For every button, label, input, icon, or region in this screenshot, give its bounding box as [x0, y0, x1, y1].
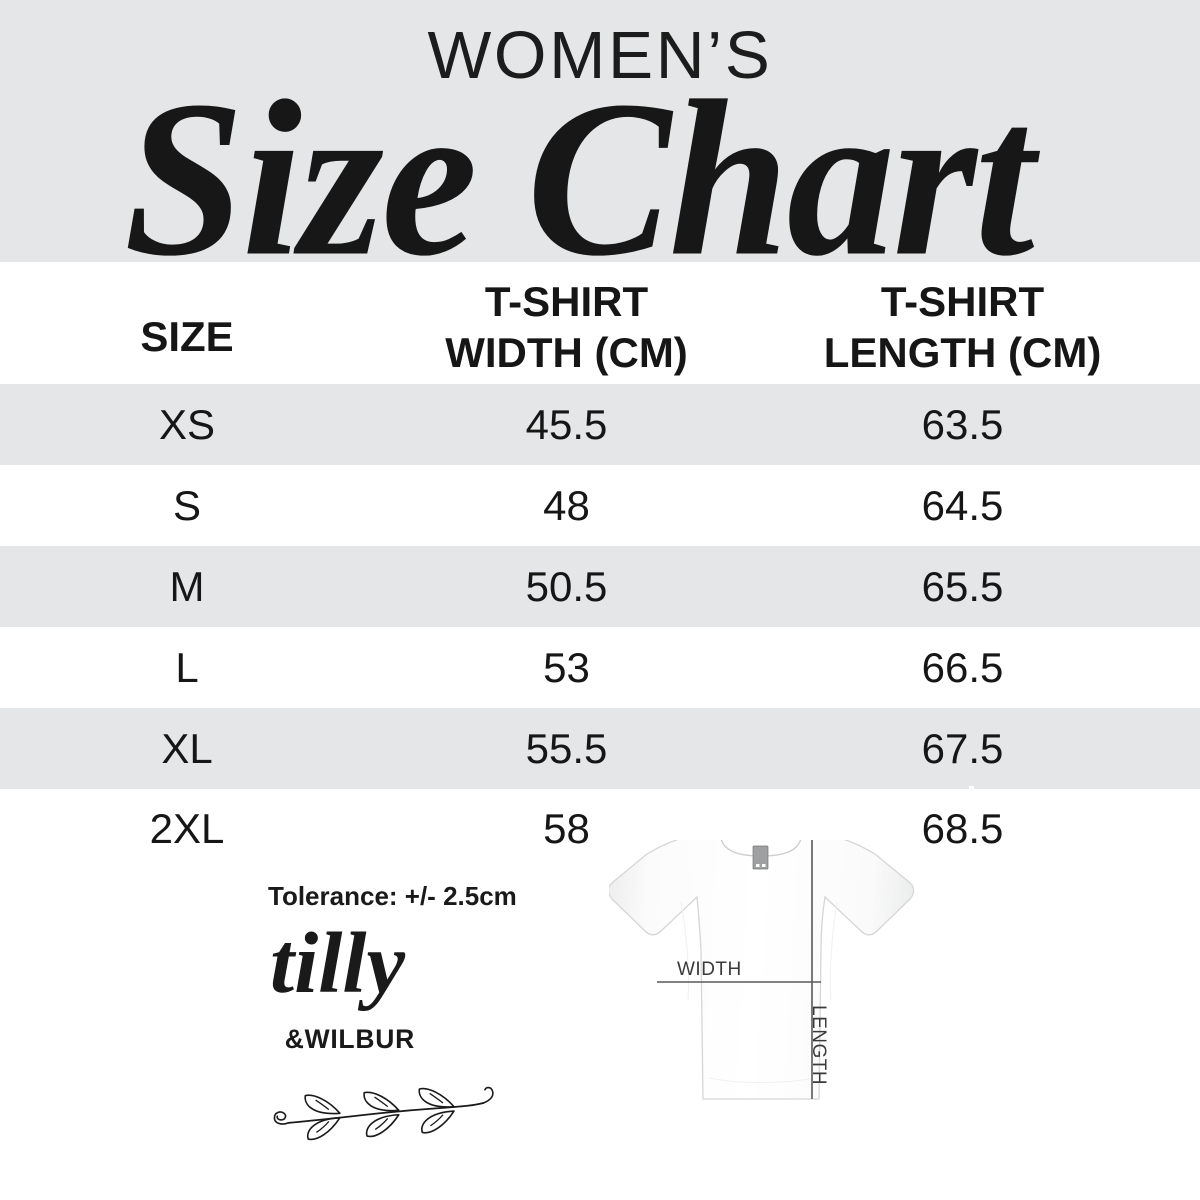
- svg-text:WIDTH: WIDTH: [677, 959, 742, 980]
- svg-text:LENGTH: LENGTH: [808, 1005, 829, 1085]
